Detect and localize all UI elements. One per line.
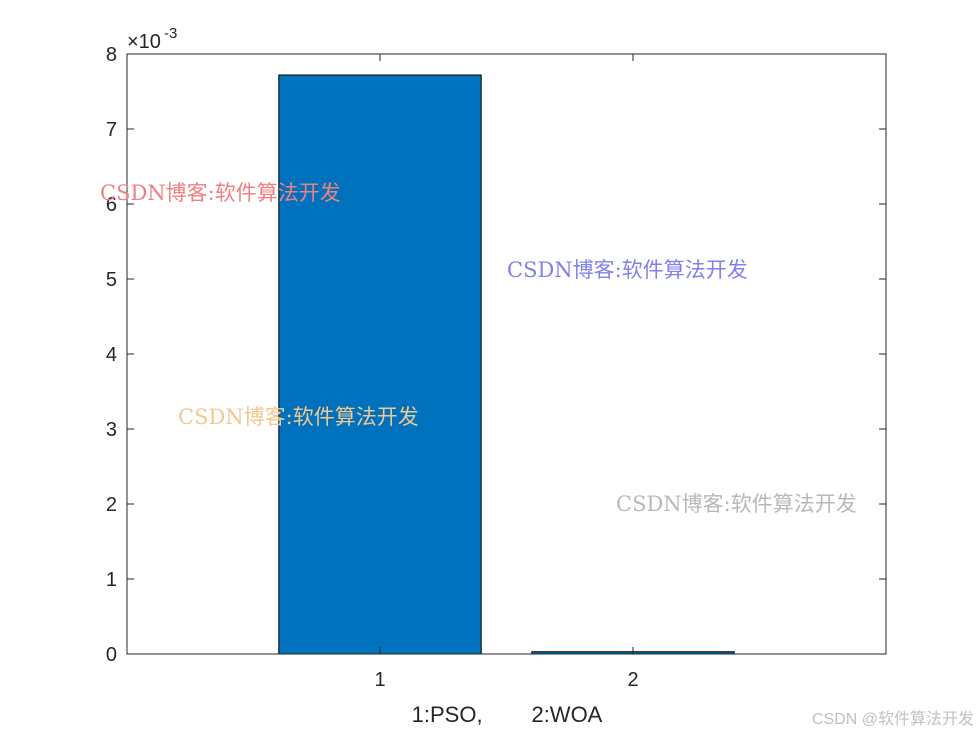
axes-box <box>126 53 887 655</box>
plot-area <box>278 74 735 655</box>
watermark-2: CSDN博客:软件算法开发 <box>507 258 748 282</box>
y-axis: 0 1 2 3 4 5 6 7 8 <box>106 44 886 666</box>
watermark-3: CSDN博客:软件算法开发 <box>178 405 419 429</box>
y-axis-exponent-power: -3 <box>164 25 177 42</box>
watermark-1: CSDN博客:软件算法开发 <box>100 181 341 205</box>
axes-box-frame <box>126 53 887 655</box>
y-tick-label: 5 <box>106 269 117 291</box>
y-tick-label: 2 <box>106 494 117 516</box>
y-axis-exponent-base: ×10 <box>127 31 161 53</box>
y-tick-label: 7 <box>106 119 117 141</box>
y-tick-label: 8 <box>106 44 117 66</box>
y-tick-label: 0 <box>106 644 117 666</box>
x-tick-label: 1 <box>374 669 385 691</box>
x-axis-label: 1:PSO, 2:WOA <box>412 702 603 727</box>
watermark-4: CSDN博客:软件算法开发 <box>616 492 857 516</box>
x-tick-label: 2 <box>627 669 638 691</box>
y-tick-label: 6 <box>106 194 117 216</box>
bar-1 <box>278 74 482 655</box>
y-tick-label: 1 <box>106 569 117 591</box>
y-tick-label: 3 <box>106 419 117 441</box>
y-tick-label: 4 <box>106 344 117 366</box>
csdn-credit: CSDN @软件算法开发 <box>812 709 974 728</box>
